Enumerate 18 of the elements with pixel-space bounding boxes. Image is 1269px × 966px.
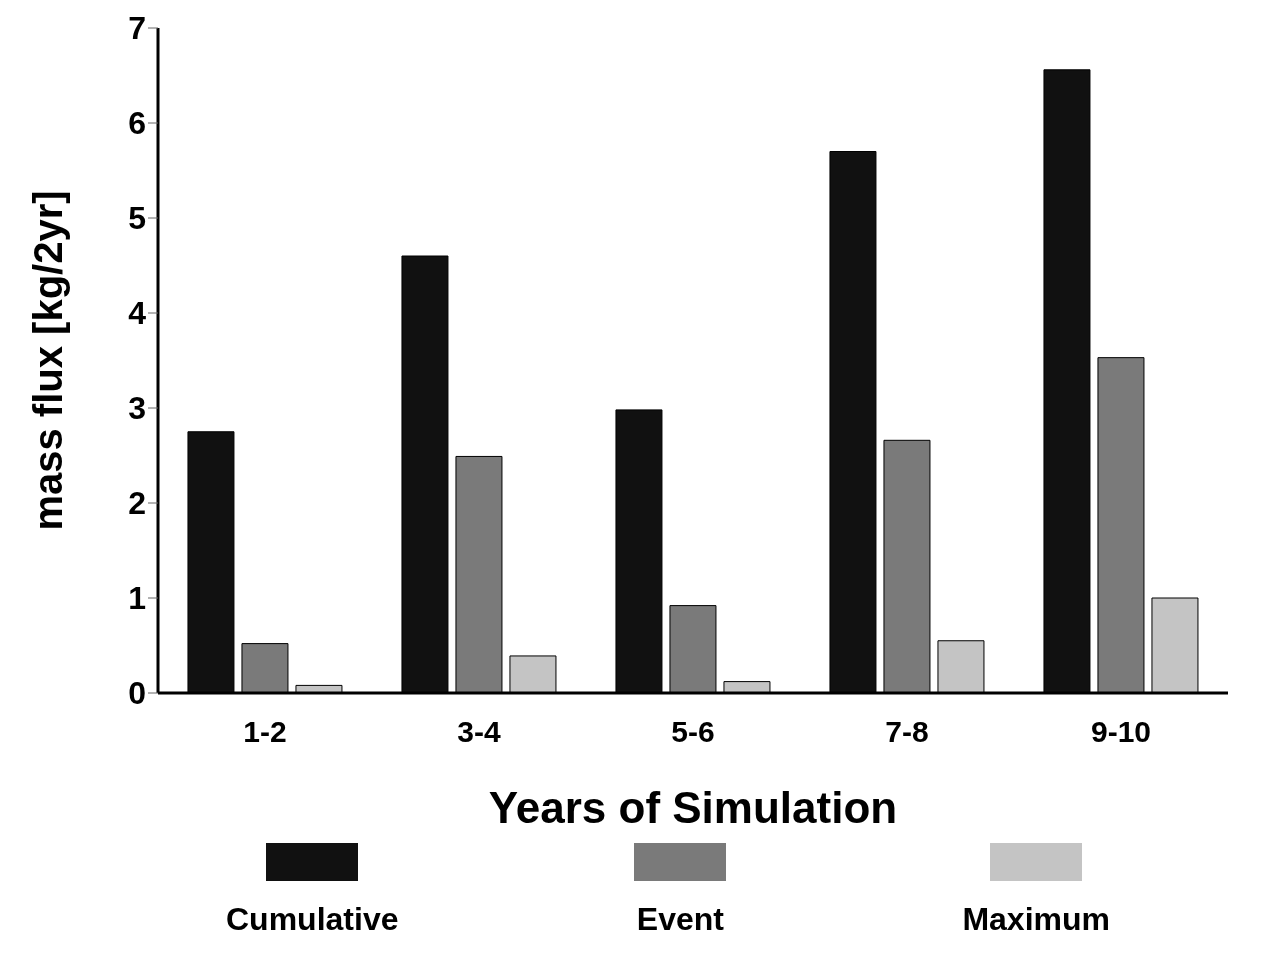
y-tick-label: 4 [128, 295, 147, 332]
x-tick-label: 3-4 [457, 715, 501, 749]
y-tick-label: 6 [128, 105, 146, 142]
x-tick-label: 7-8 [885, 715, 929, 749]
y-tick-label: 1 [128, 580, 146, 617]
y-axis-title: mass flux [kg/2yr] [26, 190, 71, 531]
x-tick-label: 5-6 [671, 715, 715, 749]
x-axis-title: Years of Simulation [488, 783, 898, 832]
legend-label: Cumulative [225, 901, 399, 938]
x-tick-label: 9-10 [1090, 715, 1152, 749]
y-tick-label: 2 [128, 485, 146, 522]
y-tick-label: 7 [128, 10, 146, 47]
y-tick-label: 0 [128, 675, 146, 712]
y-tick-label: 3 [128, 390, 146, 427]
legend-label: Maximum [962, 901, 1110, 938]
x-tick-label: 1-2 [243, 715, 287, 749]
legend-label: Event [636, 901, 724, 938]
y-tick-label: 5 [128, 200, 146, 237]
